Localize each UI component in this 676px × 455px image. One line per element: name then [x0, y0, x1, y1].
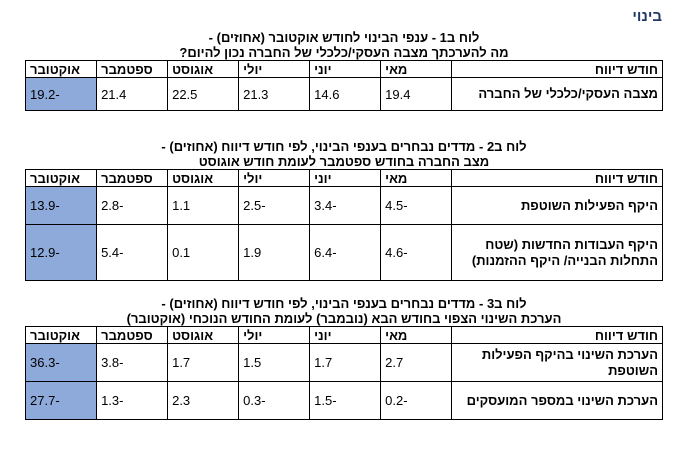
cell-value: -6.4 [309, 224, 382, 281]
cell-value: -0.3 [238, 381, 311, 420]
table-2: חודש דיווח מאי יוני יולי אוגוסט ספטמבר א… [24, 169, 663, 281]
cell-value-highlighted: -13.9 [24, 186, 98, 225]
col-header-july: יולי [238, 169, 311, 187]
cell-value-highlighted: -12.9 [24, 224, 98, 281]
col-header-june: יוני [309, 169, 382, 187]
table-2-title-line1: לוח ב2 - מדדים נבחרים בענפי הבינוי, לפי … [161, 139, 527, 154]
col-header-june: יוני [309, 326, 382, 344]
cell-value: 2.3 [167, 381, 240, 420]
col-header-august: אוגוסט [167, 326, 240, 344]
col-header-may: מאי [380, 326, 453, 344]
cell-value: 1.1 [167, 186, 240, 225]
table-3-title-line1: לוח ב3 - מדדים נבחרים בענפי הבינוי, לפי … [161, 296, 527, 311]
row-header: חודש דיווח [451, 326, 663, 344]
table-row: היקף העבודות החדשות (שטח התחלות הבנייה/ … [24, 224, 663, 281]
col-header-july: יולי [238, 60, 311, 78]
table-row: מצבה העסקי/כלכלי של החברה 19.4 14.6 21.3… [24, 77, 663, 111]
cell-value-highlighted: -19.2 [24, 77, 98, 111]
col-header-october: אוקטובר [24, 60, 98, 78]
cell-value: -1.3 [96, 381, 169, 420]
row-label: היקף העבודות החדשות (שטח התחלות הבנייה/ … [451, 224, 663, 281]
row-header: חודש דיווח [451, 169, 663, 187]
col-header-september: ספטמבר [96, 60, 169, 78]
cell-value: -4.6 [380, 224, 453, 281]
row-label: הערכת השינוי במספר המועסקים [451, 381, 663, 420]
cell-value: -2.8 [96, 186, 169, 225]
cell-value: -4.5 [380, 186, 453, 225]
cell-value: -5.4 [96, 224, 169, 281]
col-header-june: יוני [309, 60, 382, 78]
cell-value: 21.3 [238, 77, 311, 111]
cell-value: 1.9 [238, 224, 311, 281]
table-block-1: לוח ב1 - ענפי הבינוי לחודש אוקטובר (אחוז… [24, 30, 663, 111]
table-block-3: לוח ב3 - מדדים נבחרים בענפי הבינוי, לפי … [24, 296, 663, 420]
table-3: חודש דיווח מאי יוני יולי אוגוסט ספטמבר א… [24, 326, 663, 420]
table-block-2: לוח ב2 - מדדים נבחרים בענפי הבינוי, לפי … [24, 139, 663, 281]
row-header: חודש דיווח [451, 60, 663, 78]
table-row: הערכת השינוי בהיקף הפעילות השוטפת 2.7 1.… [24, 343, 663, 382]
col-header-september: ספטמבר [96, 169, 169, 187]
cell-value: -0.2 [380, 381, 453, 420]
cell-value: 1.7 [167, 343, 240, 382]
cell-value: -3.8 [96, 343, 169, 382]
col-header-may: מאי [380, 60, 453, 78]
table-2-header-row: חודש דיווח מאי יוני יולי אוגוסט ספטמבר א… [24, 169, 663, 187]
table-3-header-row: חודש דיווח מאי יוני יולי אוגוסט ספטמבר א… [24, 326, 663, 344]
col-header-august: אוגוסט [167, 169, 240, 187]
cell-value: 1.7 [309, 343, 382, 382]
cell-value: -2.5 [238, 186, 311, 225]
cell-value: 1.5 [238, 343, 311, 382]
col-header-october: אוקטובר [24, 326, 98, 344]
col-header-october: אוקטובר [24, 169, 98, 187]
cell-value: -1.5 [309, 381, 382, 420]
cell-value: 14.6 [309, 77, 382, 111]
table-3-title-line2: הערכת השינוי הצפוי בחודש הבא (נובמבר) לע… [126, 311, 562, 326]
cell-value-highlighted: -27.7 [24, 381, 98, 420]
col-header-july: יולי [238, 326, 311, 344]
table-1-title-line2: מה להערכתך מצבה העסקי/כלכלי של החברה נכו… [179, 45, 509, 60]
table-1-header-row: חודש דיווח מאי יוני יולי אוגוסט ספטמבר א… [24, 60, 663, 78]
col-header-may: מאי [380, 169, 453, 187]
cell-value: 19.4 [380, 77, 453, 111]
cell-value: 22.5 [167, 77, 240, 111]
row-label: היקף הפעילות השוטפת [451, 186, 663, 225]
cell-value: 21.4 [96, 77, 169, 111]
cell-value: -3.4 [309, 186, 382, 225]
table-1-title-line1: לוח ב1 - ענפי הבינוי לחודש אוקטובר (אחוז… [208, 30, 480, 45]
cell-value: 2.7 [380, 343, 453, 382]
table-row: הערכת השינוי במספר המועסקים -0.2 -1.5 -0… [24, 381, 663, 420]
cell-value-highlighted: -36.3 [24, 343, 98, 382]
table-1: חודש דיווח מאי יוני יולי אוגוסט ספטמבר א… [24, 60, 663, 111]
table-row: היקף הפעילות השוטפת -4.5 -3.4 -2.5 1.1 -… [24, 186, 663, 225]
row-label: מצבה העסקי/כלכלי של החברה [451, 77, 663, 111]
table-2-title-line2: מצב החברה בחודש ספטמבר לעומת חודש אוגוסט [198, 154, 490, 169]
cell-value: 0.1 [167, 224, 240, 281]
col-header-september: ספטמבר [96, 326, 169, 344]
section-label: בינוי [632, 8, 662, 25]
col-header-august: אוגוסט [167, 60, 240, 78]
row-label: הערכת השינוי בהיקף הפעילות השוטפת [451, 343, 663, 382]
